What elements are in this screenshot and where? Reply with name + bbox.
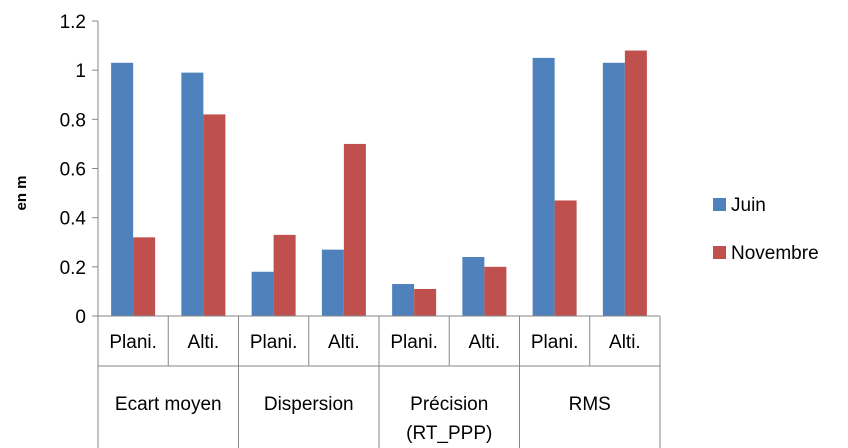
y-tick-label: 0.4 (60, 209, 87, 230)
y-tick-label: 0.8 (60, 110, 86, 131)
x-category-label: Plani. (109, 332, 157, 353)
bar-novembre-5 (484, 266, 507, 316)
bar-novembre-2 (273, 234, 296, 316)
x-group-label: Dispersion (264, 394, 354, 415)
x-axis: Plani. Alti. Plani. Alti. Plani. Alti. Plani. A… (97, 315, 661, 448)
x-category-label: Plani. (390, 332, 438, 353)
bar-juin-6 (532, 57, 555, 316)
legend: Juin Novembre (713, 195, 819, 264)
x-group-label: Ecart moyen (115, 394, 222, 415)
x-category-label: Plani. (250, 332, 298, 353)
legend-label-juin: Juin (731, 195, 766, 216)
legend-swatch-novembre (713, 246, 726, 259)
y-tick-label: 1 (75, 61, 86, 82)
x-group-label: RMS (569, 394, 611, 415)
bar-juin-4 (392, 284, 415, 316)
bar-novembre-1 (203, 114, 226, 317)
bar-novembre-7 (624, 50, 647, 316)
bar-novembre-6 (554, 200, 577, 316)
x-group-label: (RT_PPP) (406, 423, 492, 444)
y-axis-title: en m (13, 175, 30, 210)
y-tick-label: 0 (75, 307, 86, 328)
bar-juin-2 (251, 271, 274, 316)
x-category-label: Alti. (609, 332, 641, 353)
x-category-label: Alti. (188, 332, 220, 353)
bar-juin-7 (602, 62, 625, 316)
legend-label-novembre: Novembre (731, 243, 819, 264)
x-category-label: Alti. (469, 332, 501, 353)
bar-juin-1 (181, 72, 204, 316)
y-axis: 0 0.2 0.4 0.6 0.8 1 1.2 (60, 12, 99, 328)
x-category-label: Plani. (531, 332, 579, 353)
y-tick-label: 1.2 (60, 12, 86, 33)
bar-juin-5 (462, 257, 485, 316)
bar-juin-3 (321, 249, 344, 316)
legend-swatch-juin (713, 198, 726, 211)
bar-novembre-3 (343, 143, 366, 316)
x-group-label: Précision (410, 394, 488, 415)
y-tick-label: 0.2 (60, 258, 86, 279)
y-tick-label: 0.6 (60, 160, 86, 181)
bar-juin-0 (111, 62, 134, 316)
x-category-label: Alti. (328, 332, 360, 353)
bar-novembre-0 (133, 237, 156, 316)
bars (111, 50, 647, 317)
bar-novembre-4 (414, 288, 437, 316)
